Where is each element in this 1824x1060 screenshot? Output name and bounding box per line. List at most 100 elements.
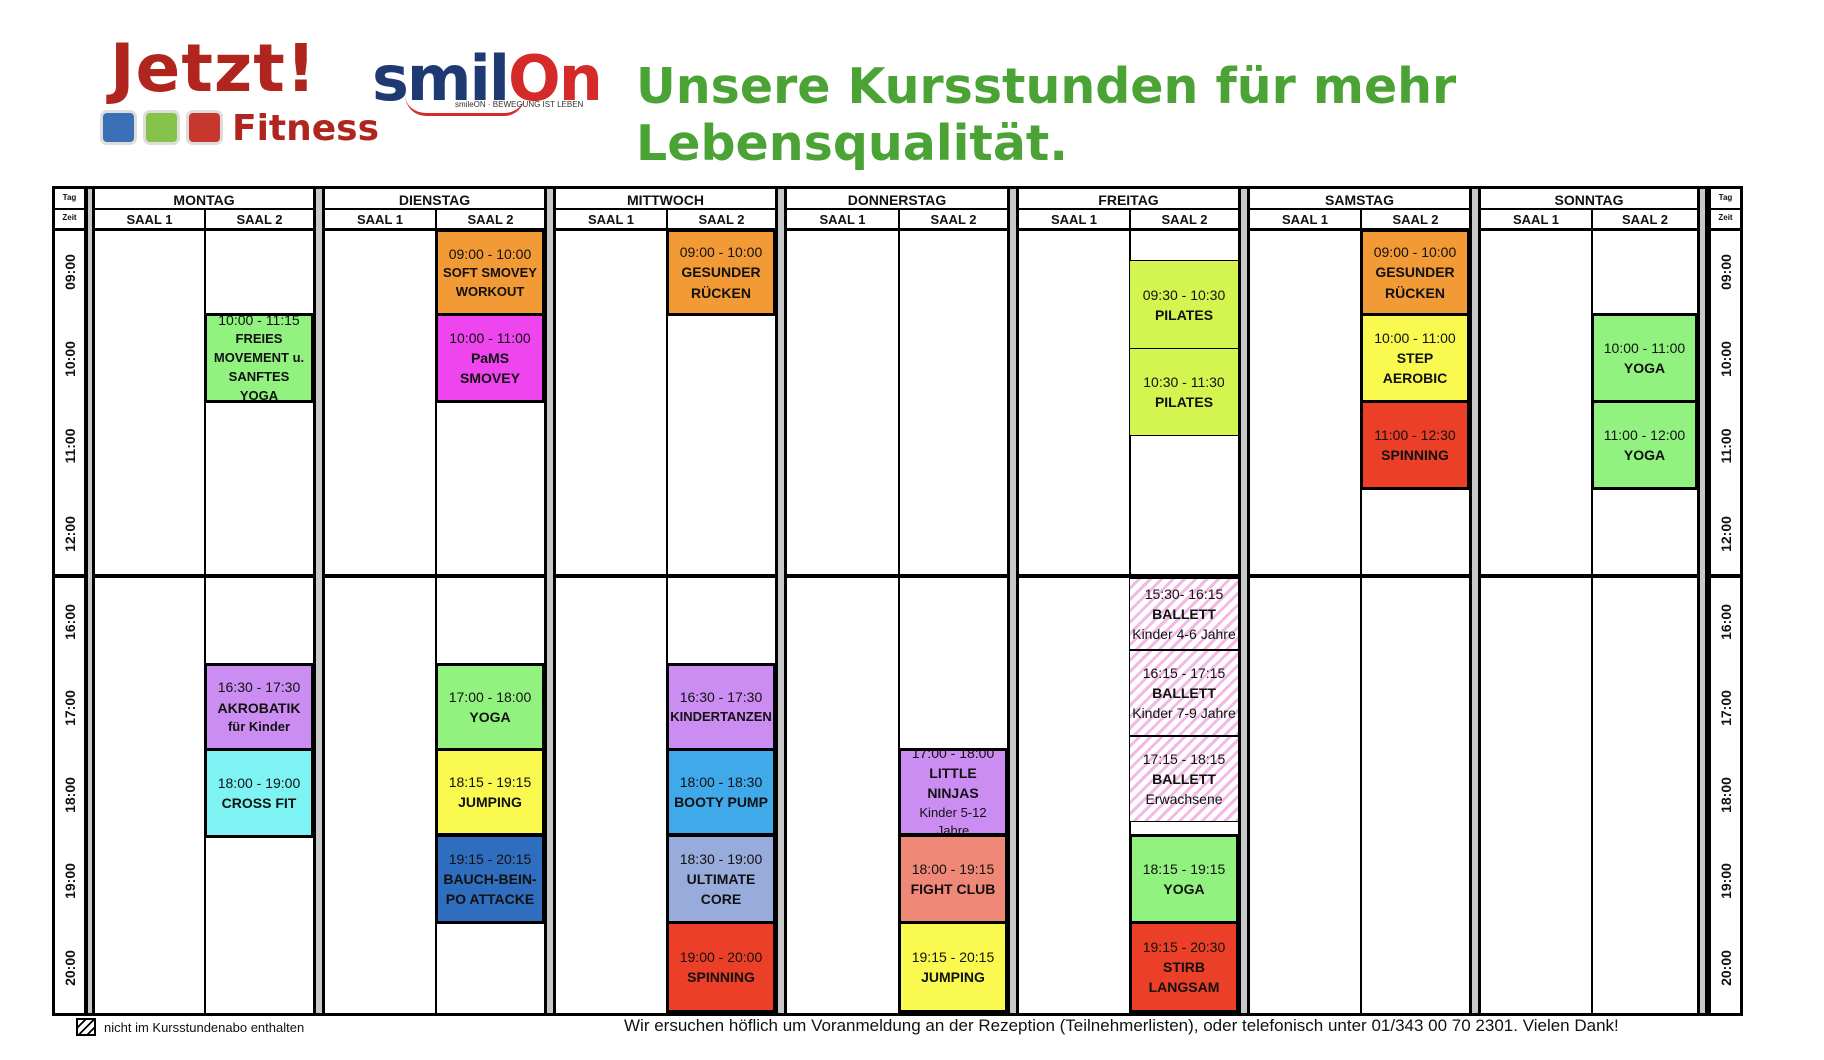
hour-label: 09:00 [62, 254, 78, 290]
grid-line [898, 208, 900, 1013]
course-block[interactable]: 19:00 - 20:00 SPINNING [666, 921, 776, 1013]
course-time: 16:30 - 17:30 [679, 689, 763, 706]
course-time: 09:30 - 10:30 [1142, 286, 1226, 303]
smilon-subtitle: smileON · BEWEGUNG IST LEBEN [455, 100, 584, 109]
course-time: 17:00 - 18:00 [911, 748, 995, 761]
blue-icon [100, 110, 137, 145]
green-icon [143, 110, 180, 145]
hour-label: 19:00 [62, 863, 78, 899]
course-time: 18:00 - 19:00 [217, 774, 301, 791]
course-time: 15:30- 16:15 [1144, 585, 1224, 602]
course-block[interactable]: 17:00 - 18:00 YOGA [435, 663, 545, 751]
course-block[interactable]: 18:00 - 19:00 CROSS FIT [204, 748, 314, 838]
course-time: 10:00 - 11:15 [218, 313, 300, 329]
course-block[interactable]: 17:15 - 18:15 BALLETT Erwachsene [1129, 736, 1239, 822]
course-name: AKROBATIK [217, 699, 301, 716]
course-block[interactable]: 18:15 - 19:15 YOGA [1129, 834, 1239, 924]
course-block[interactable]: 09:00 - 10:00 GESUNDER RÜCKEN [1360, 229, 1470, 316]
grid-line [435, 208, 437, 1013]
course-name: PILATES [1154, 394, 1214, 410]
hour-label: 20:00 [62, 950, 78, 986]
course-time: 19:15 - 20:15 [911, 948, 995, 965]
course-time: 16:15 - 17:15 [1142, 664, 1226, 681]
course-block[interactable]: 16:15 - 17:15 BALLETT Kinder 7-9 Jahre [1129, 650, 1239, 736]
hour-label: 20:00 [1718, 950, 1734, 986]
course-subtitle: für Kinder [227, 718, 291, 734]
zeit-label-right: Zeit [1718, 213, 1733, 222]
course-block[interactable]: 16:30 - 17:30 AKROBATIK für Kinder [204, 663, 314, 751]
hour-label: 12:00 [1718, 516, 1734, 552]
saal2-label: SAAL 2 [1392, 212, 1439, 227]
day-separator [1469, 189, 1481, 1013]
hour-label: 19:00 [1718, 863, 1734, 899]
course-name: SPINNING [1381, 447, 1449, 463]
course-time: 19:15 - 20:30 [1142, 938, 1226, 955]
grid-line [204, 208, 206, 1013]
course-name: SOFT SMOVEY WORKOUT [443, 264, 537, 299]
day-separator [85, 189, 95, 1013]
grid-line [1708, 189, 1711, 1013]
course-block[interactable]: 11:00 - 12:30 SPINNING [1360, 400, 1470, 490]
course-time: 18:15 - 19:15 [1142, 860, 1226, 877]
day-thursday: DONNERSTAG [847, 192, 947, 208]
course-subtitle: Kinder 5-12 Jahre [919, 804, 987, 836]
course-block[interactable]: 16:30 - 17:30 KINDERTANZEN [666, 663, 776, 751]
course-name: LITTLE NINJAS [927, 765, 979, 802]
course-name: BOOTY PUMP [674, 794, 768, 810]
day-tuesday: DIENSTAG [398, 192, 471, 208]
course-block[interactable]: 09:00 - 10:00 SOFT SMOVEY WORKOUT [435, 229, 545, 316]
course-name: GESUNDER RÜCKEN [1375, 264, 1455, 301]
course-name: BALLETT [1152, 770, 1216, 787]
day-separator [313, 189, 325, 1013]
legend-text: nicht im Kursstundenabo enthalten [104, 1019, 305, 1035]
course-subtitle: Erwachsene [1145, 791, 1223, 808]
course-time: 10:00 - 11:00 [1603, 339, 1686, 356]
grid-line [52, 228, 1743, 231]
course-block[interactable]: 18:00 - 18:30 BOOTY PUMP [666, 748, 776, 836]
course-time: 11:00 - 12:30 [1374, 426, 1456, 443]
smilon-on: On [508, 42, 603, 115]
course-name: BAUCH-BEIN-PO ATTACKE [443, 870, 537, 908]
course-block[interactable]: 10:00 - 11:00 STEP AEROBIC [1360, 313, 1470, 403]
course-block[interactable]: 19:15 - 20:15 BAUCH-BEIN-PO ATTACKE [435, 834, 545, 924]
course-name: ULTIMATE CORE [686, 870, 756, 908]
course-block[interactable]: 18:30 - 19:00 ULTIMATE CORE [666, 834, 776, 924]
course-time: 19:15 - 20:15 [448, 850, 532, 867]
course-block[interactable]: 10:00 - 11:00 PaMS SMOVEY [435, 313, 545, 403]
course-time: 18:00 - 19:15 [911, 860, 995, 877]
hatch-legend-icon [76, 1018, 96, 1036]
course-time: 09:00 - 10:00 [448, 245, 532, 262]
saal1-label: SAAL 1 [819, 212, 866, 227]
course-block[interactable]: 17:00 - 18:00 LITTLE NINJAS Kinder 5-12 … [898, 748, 1008, 836]
course-block[interactable]: 10:00 - 11:15 FREIES MOVEMENT u. SANFTES… [204, 313, 314, 403]
saal2-label: SAAL 2 [930, 212, 977, 227]
course-time: 18:15 - 19:15 [448, 773, 532, 790]
course-block[interactable]: 10:00 - 11:00 YOGA [1591, 313, 1698, 403]
hour-label: 10:00 [1718, 341, 1734, 377]
course-block[interactable]: 11:00 - 12:00 YOGA [1591, 400, 1698, 490]
course-block[interactable]: 09:30 - 10:30 PILATES [1129, 260, 1239, 350]
tag-label-right: Tag [1718, 193, 1733, 202]
saal1-label: SAAL 1 [126, 212, 173, 227]
course-block[interactable]: 18:00 - 19:15 FIGHT CLUB [898, 834, 1008, 924]
course-block[interactable]: 09:00 - 10:00 GESUNDER RÜCKEN [666, 229, 776, 316]
course-name: CROSS FIT [221, 795, 297, 811]
grid-line [1360, 208, 1362, 1013]
tag-label-left: Tag [62, 193, 77, 202]
footer-note: Wir ersuchen höflich um Voranmeldung an … [624, 1016, 1619, 1035]
course-block[interactable]: 18:15 - 19:15 JUMPING [435, 748, 545, 836]
schedule-grid [52, 186, 1743, 1016]
course-block[interactable]: 15:30- 16:15 BALLETT Kinder 4-6 Jahre [1129, 578, 1239, 650]
day-separator [544, 189, 556, 1013]
course-block[interactable]: 10:30 - 11:30 PILATES [1129, 348, 1239, 436]
day-sunday: SONNTAG [1554, 192, 1624, 208]
course-name: PILATES [1154, 307, 1214, 323]
grid-line [1591, 208, 1593, 1013]
course-time: 18:30 - 19:00 [679, 850, 763, 867]
logo-icons [100, 110, 223, 145]
course-name: YOGA [1623, 447, 1666, 463]
course-block[interactable]: 19:15 - 20:30 STIRB LANGSAM [1129, 921, 1239, 1013]
day-separator [775, 189, 787, 1013]
course-block[interactable]: 19:15 - 20:15 JUMPING [898, 921, 1008, 1013]
hour-label: 10:00 [62, 341, 78, 377]
